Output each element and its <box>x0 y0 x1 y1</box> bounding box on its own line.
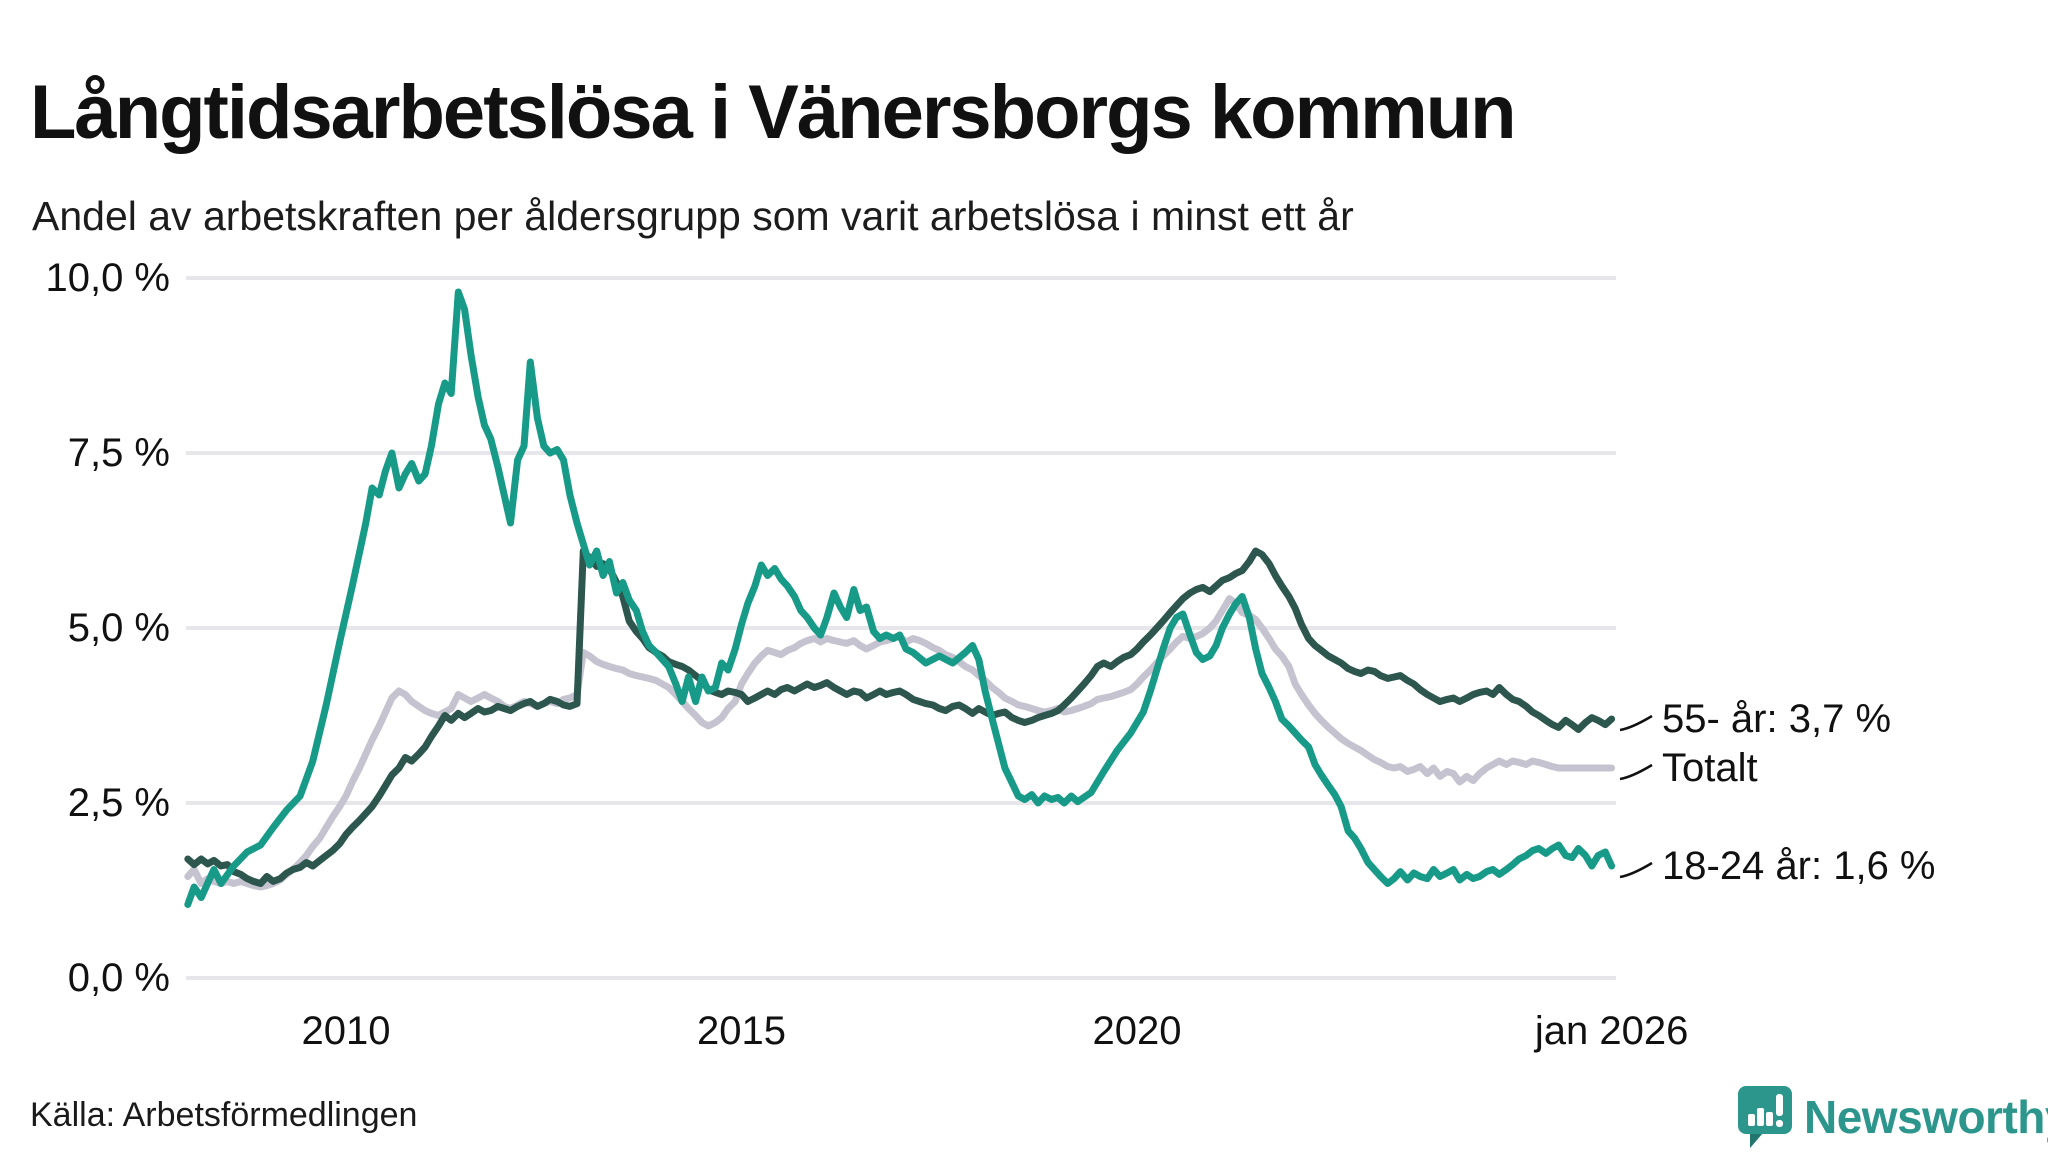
annotation-connector <box>1619 763 1653 781</box>
newsworthy-wordmark: Newsworthy <box>1804 1091 2048 1143</box>
chart-title: Långtidsarbetslösa i Vänersborgs kommun <box>30 69 1517 155</box>
newsworthy-logo-icon <box>1738 1086 1792 1148</box>
x-tick-label: 2010 <box>301 1009 391 1053</box>
series-end-label: 18-24 år: 1,6 % <box>1662 844 1936 888</box>
x-tick-label: 2015 <box>697 1009 786 1053</box>
annotation-connector <box>1619 714 1653 732</box>
y-tick-label: 0,0 % <box>67 956 170 1000</box>
series-end-label: Totalt <box>1662 746 1758 790</box>
y-tick-label: 10,0 % <box>45 256 170 300</box>
x-tick-label: jan 2026 <box>1534 1009 1689 1053</box>
y-tick-label: 5,0 % <box>67 606 170 650</box>
series-end-label: 55- år: 3,7 % <box>1662 697 1892 741</box>
y-tick-label: 7,5 % <box>67 431 170 475</box>
series-line-55--år <box>184 547 1616 887</box>
series-line-18-24-år <box>184 288 1616 908</box>
newsworthy-logo: Newsworthy <box>1736 1084 2048 1150</box>
chart-subtitle: Andel av arbetskraften per åldersgrupp s… <box>32 193 1354 239</box>
y-tick-label: 2,5 % <box>67 781 170 825</box>
x-tick-label: 2020 <box>1092 1009 1182 1053</box>
source-note: Källa: Arbetsförmedlingen <box>30 1096 418 1134</box>
annotation-connector <box>1619 861 1653 879</box>
